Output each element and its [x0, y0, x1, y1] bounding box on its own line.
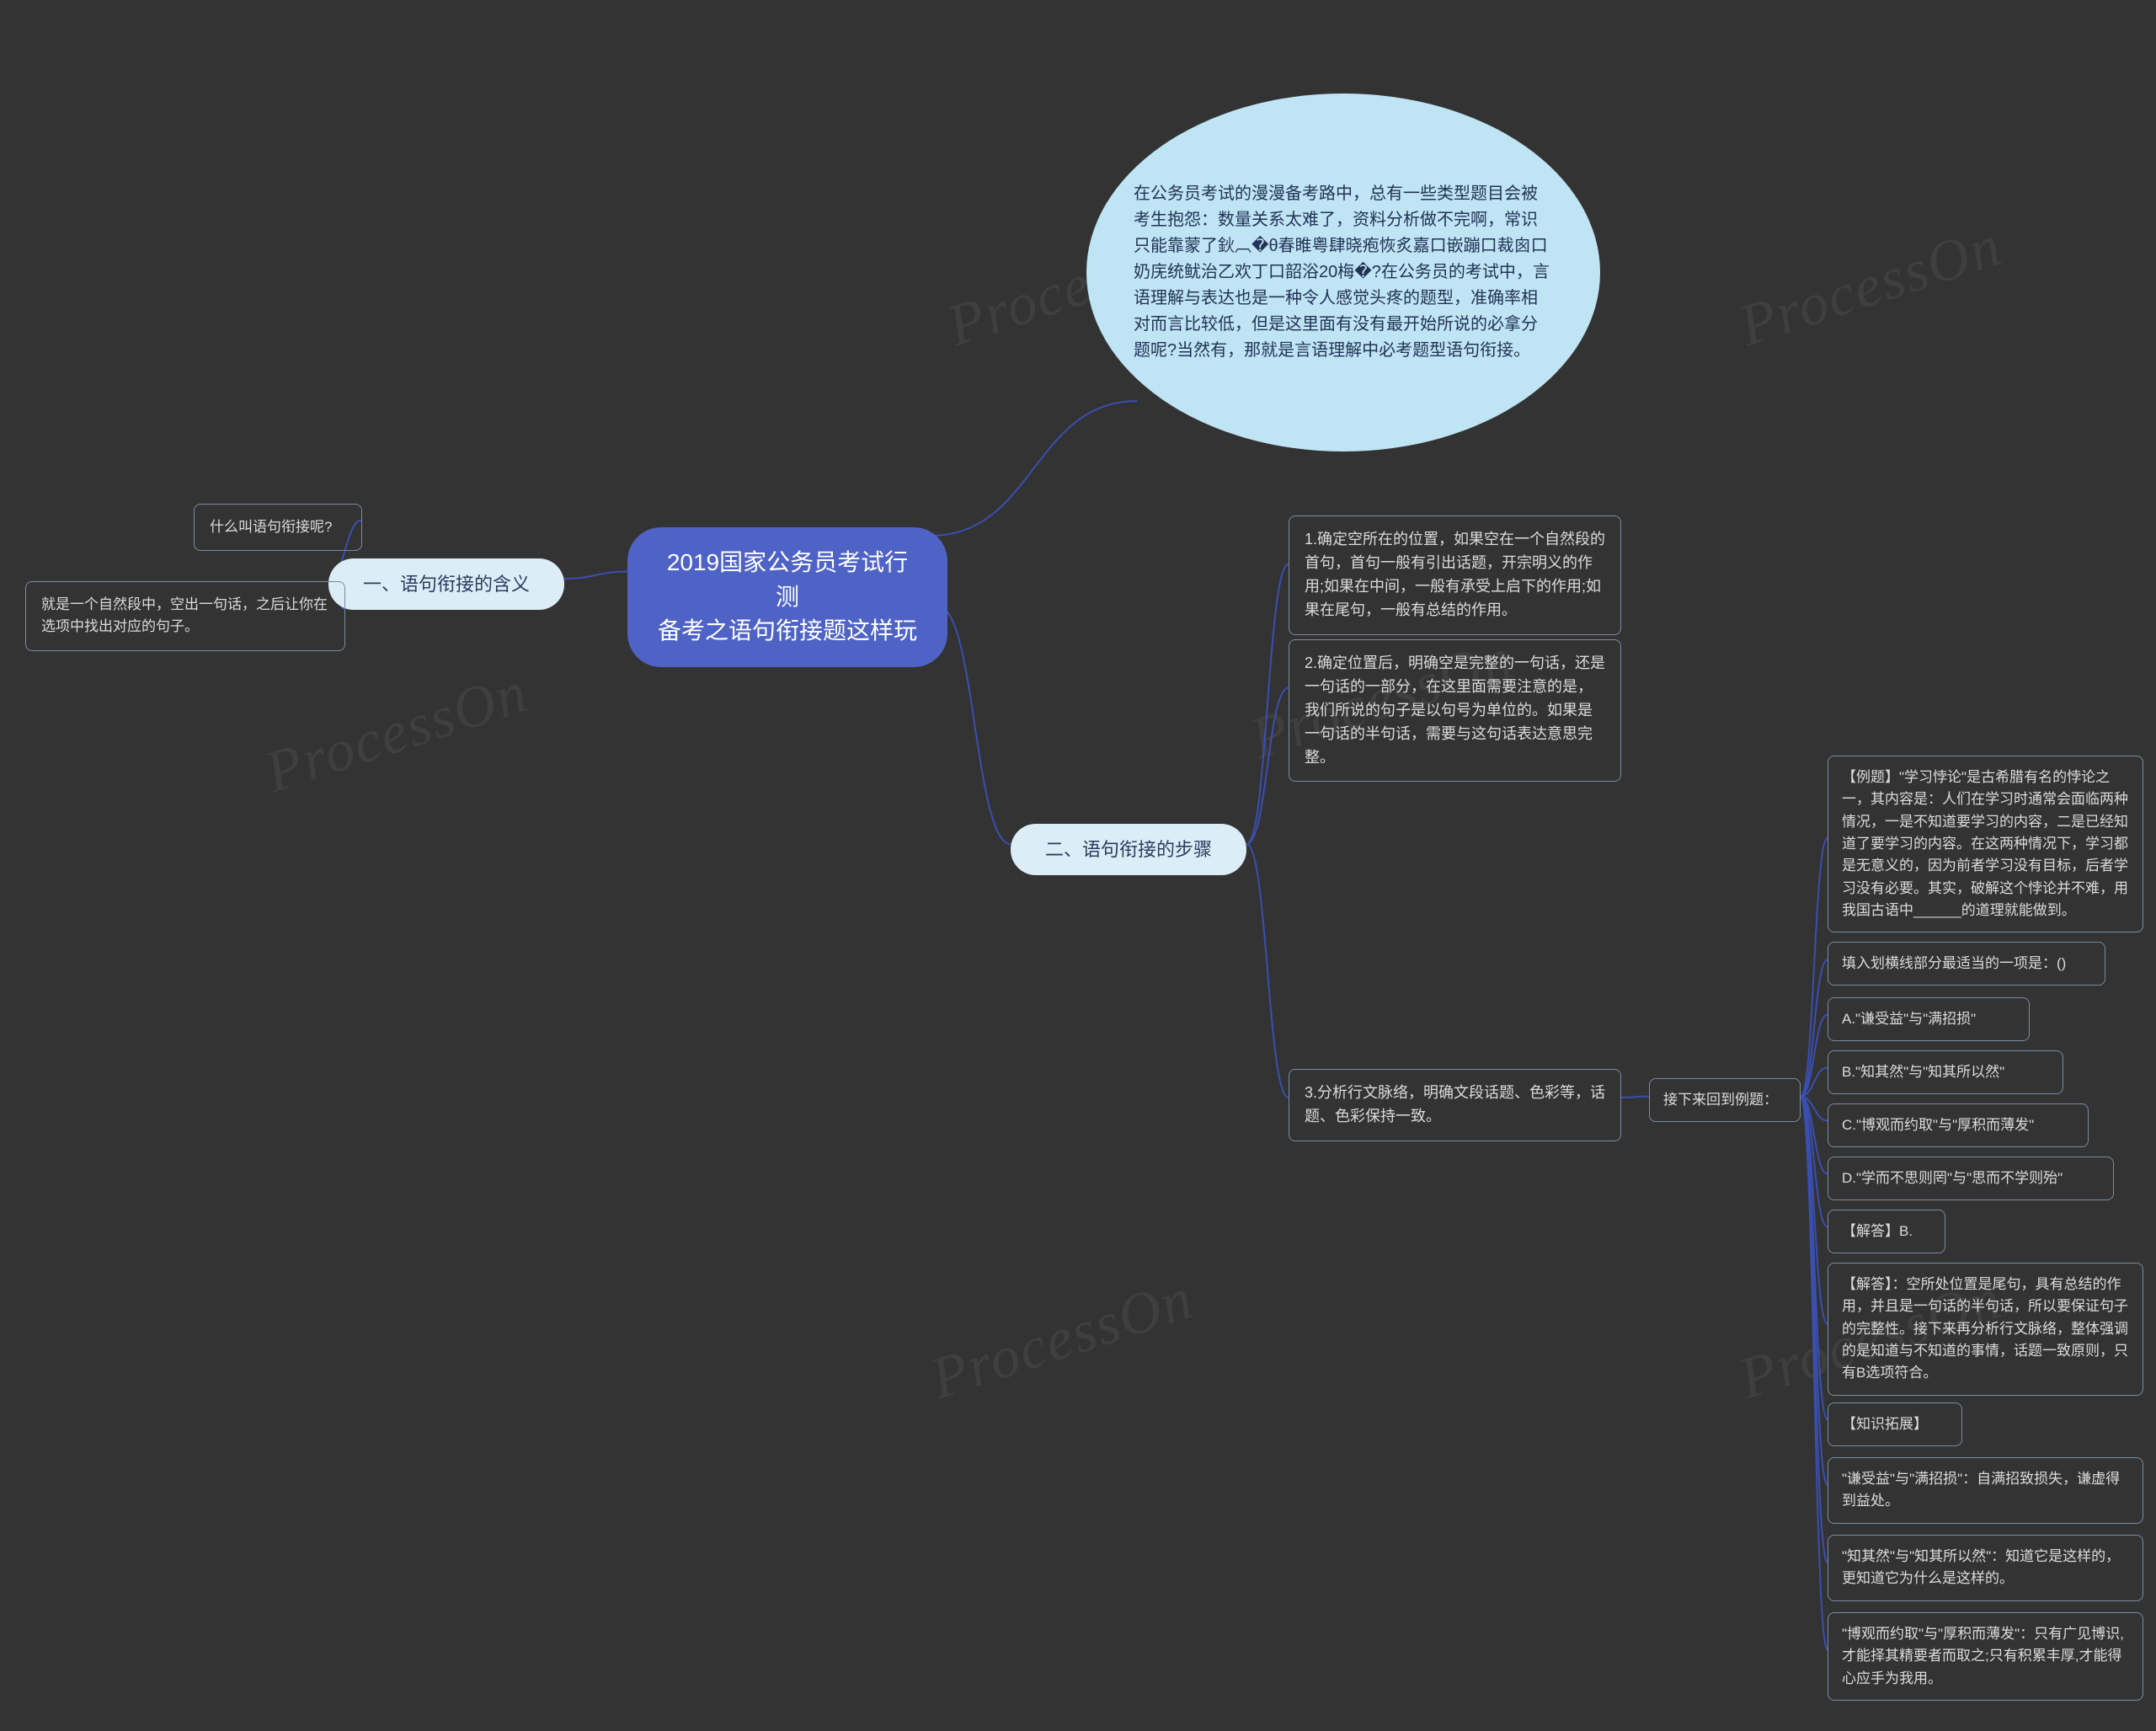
leaf-explanation: 【解答】：空所处位置是尾句，具有总结的作用，并且是一句话的半句话，所以要保证句子…: [1828, 1263, 2143, 1396]
intro-text: 在公务员考试的漫漫备考路中，总有一些类型题目会被考生抱怨：数量关系太难了，资料分…: [1134, 181, 1553, 364]
watermark: ProcessOn: [923, 1265, 1203, 1413]
leaf-knowledge-1: "谦受益"与"满招损"：自满招致损失，谦虚得到益处。: [1828, 1457, 2143, 1524]
branch-meaning: 一、语句衔接的含义: [328, 558, 564, 610]
leaf-knowledge-3: "博观而约取"与"厚积而薄发"：只有广见博识,才能择其精要者而取之;只有积累丰厚…: [1828, 1612, 2143, 1701]
leaf-option-a: A."谦受益"与"满招损": [1828, 997, 2030, 1041]
leaf-example-fill: 填入划横线部分最适当的一项是：(): [1828, 942, 2105, 986]
leaf-back-to-example: 接下来回到例题：: [1649, 1078, 1801, 1122]
leaf-answer: 【解答】B.: [1828, 1210, 1945, 1253]
leaf-step-1: 1.确定空所在的位置，如果空在一个自然段的首句，首句一般有引出话题，开宗明义的作…: [1289, 516, 1621, 635]
leaf-meaning-answer: 就是一个自然段中，空出一句话，之后让你在选项中找出对应的句子。: [25, 581, 345, 651]
leaf-meaning-question: 什么叫语句衔接呢?: [194, 504, 362, 551]
branch-steps: 二、语句衔接的步骤: [1011, 824, 1246, 875]
leaf-example-question: 【例题】"学习悖论"是古希腊有名的悖论之一，其内容是：人们在学习时通常会面临两种…: [1828, 756, 2143, 932]
leaf-option-c: C."博观而约取"与"厚积而薄发": [1828, 1103, 2089, 1147]
leaf-step-2: 2.确定位置后，明确空是完整的一句话，还是一句话的一部分，在这里面需要注意的是，…: [1289, 639, 1621, 782]
root-node: 2019国家公务员考试行测备考之语句衔接题这样玩: [627, 527, 947, 667]
watermark: ProcessOn: [1732, 212, 2011, 361]
leaf-step-3: 3.分析行文脉络，明确文段话题、色彩等，话题、色彩保持一致。: [1289, 1069, 1621, 1141]
intro-bubble: 在公务员考试的漫漫备考路中，总有一些类型题目会被考生抱怨：数量关系太难了，资料分…: [1086, 93, 1600, 451]
leaf-knowledge-extension: 【知识拓展】: [1828, 1402, 1962, 1446]
leaf-option-d: D."学而不思则罔"与"思而不学则殆": [1828, 1157, 2114, 1200]
leaf-option-b: B."知其然"与"知其所以然": [1828, 1050, 2063, 1094]
leaf-knowledge-2: "知其然"与"知其所以然"：知道它是这样的，更知道它为什么是这样的。: [1828, 1535, 2143, 1601]
watermark: ProcessOn: [258, 659, 537, 807]
